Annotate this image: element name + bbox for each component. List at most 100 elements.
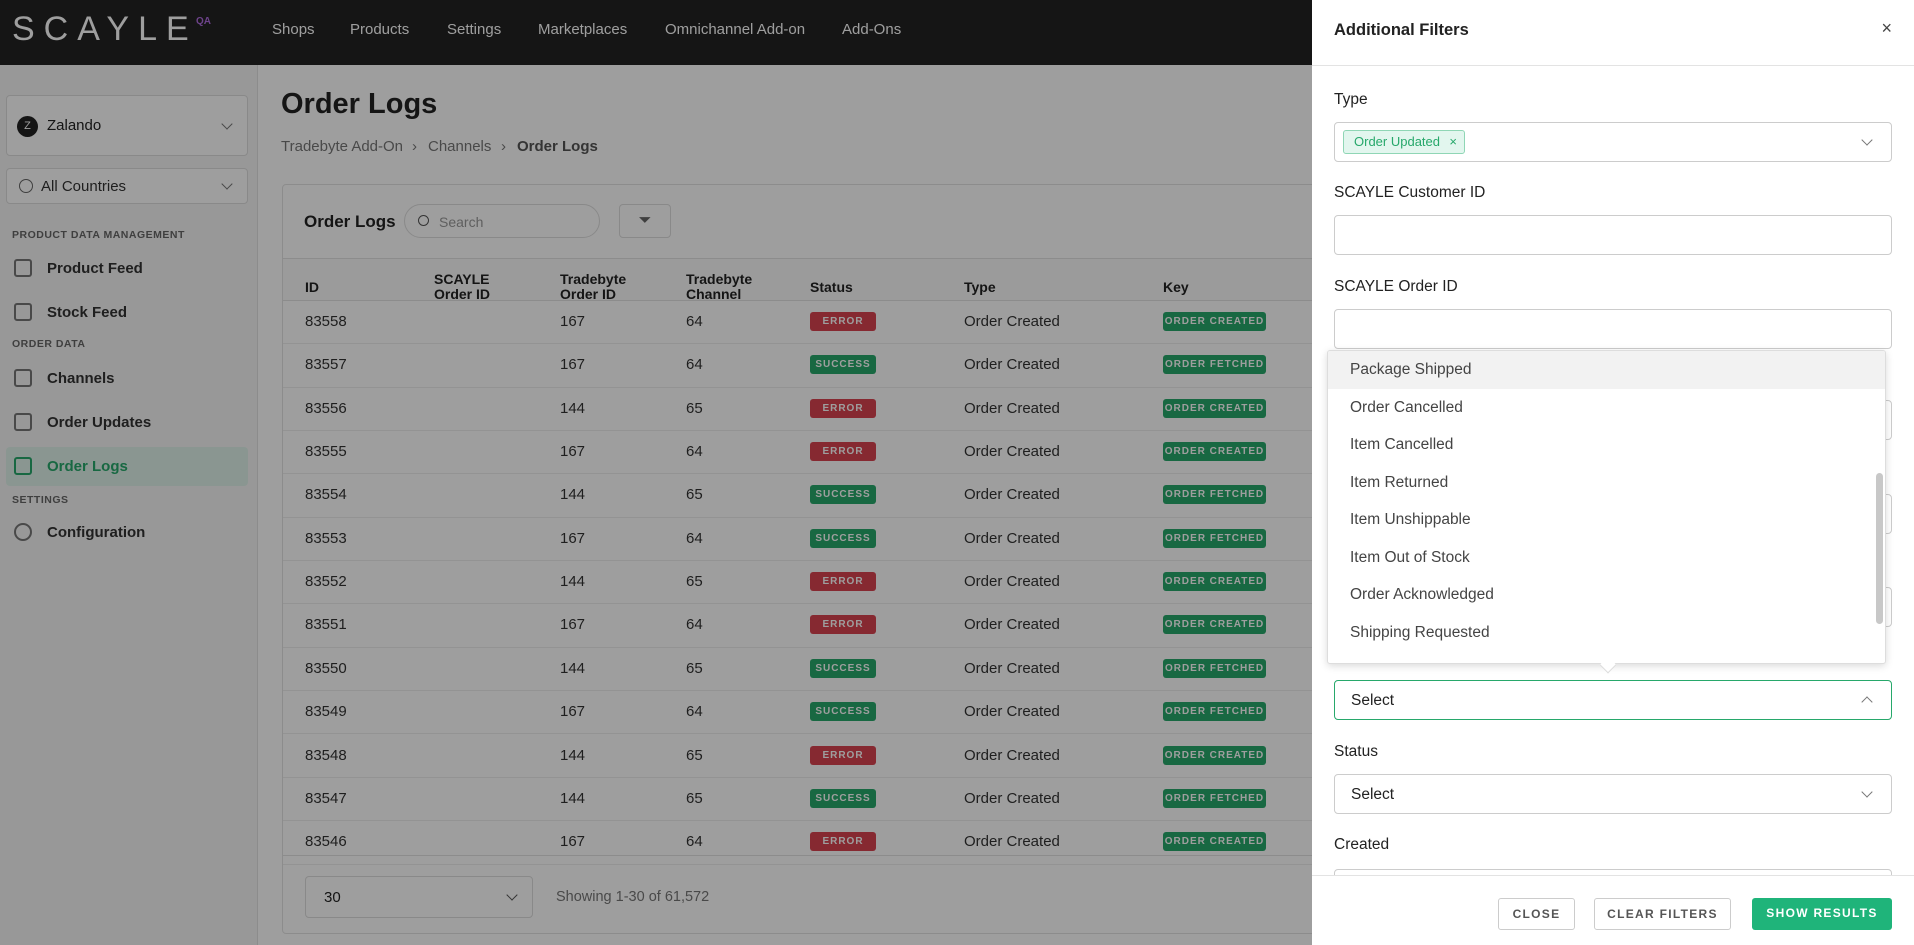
- nav-item[interactable]: Add-Ons: [842, 21, 902, 38]
- key-badge: ORDER FETCHED: [1163, 788, 1266, 808]
- table-row[interactable]: 83549 167 64 SUCCESS Order Created ORDER FETC…: [283, 691, 1683, 735]
- table-row[interactable]: 83550 144 65 SUCCESS Order Created ORDER FETC…: [283, 648, 1683, 692]
- key-badge: ORDER CREATED: [1163, 442, 1266, 462]
- dropdown-option[interactable]: Item Out of Stock: [1350, 548, 1470, 566]
- table-row[interactable]: 83552 144 65 ERROR Order Created ORDER CREATE…: [283, 561, 1683, 605]
- cell-id: 83555: [305, 443, 347, 461]
- cell-id: 83552: [305, 573, 347, 591]
- logo[interactable]: SCAYLE: [12, 10, 198, 48]
- column-header: Key: [1163, 279, 1189, 295]
- filter-button[interactable]: ⏷: [619, 204, 671, 238]
- cell-channel: 65: [686, 746, 703, 764]
- key-badge: ORDER FETCHED: [1163, 528, 1266, 548]
- column-header: Tradebyte Order ID: [560, 271, 627, 302]
- nav-item[interactable]: Omnichannel Add-on: [665, 21, 806, 38]
- per-page-select[interactable]: 30: [305, 876, 533, 918]
- country-name: All Countries: [41, 178, 127, 195]
- icon: [14, 523, 32, 541]
- status-badge: SUCCESS: [810, 788, 876, 808]
- cell-id: 83549: [305, 703, 347, 721]
- customer-id-input[interactable]: [1334, 215, 1892, 255]
- chevron-up: [1861, 696, 1873, 708]
- key-badge: ORDER FETCHED: [1163, 658, 1266, 678]
- table-row[interactable]: 83558 167 64 ERROR Order Created ORDER CREATE…: [283, 301, 1683, 345]
- icon: [14, 259, 32, 277]
- dropdown-option[interactable]: Order Cancelled: [1350, 398, 1463, 416]
- dropdown-option[interactable]: Order Acknowledged: [1350, 586, 1494, 603]
- nav-item[interactable]: Marketplaces: [538, 21, 628, 38]
- table-row[interactable]: 83546 167 64 ERROR Order Created ORDER CREATE…: [283, 821, 1683, 865]
- breadcrumb[interactable]: Channels: [428, 138, 492, 155]
- nav-item[interactable]: Shops: [272, 21, 315, 38]
- nav-item[interactable]: Settings: [447, 21, 502, 38]
- chip-remove[interactable]: ×: [1449, 134, 1457, 149]
- search-box[interactable]: Search: [404, 204, 600, 238]
- breadcrumb-current: Order Logs: [517, 138, 598, 155]
- table-row[interactable]: 83555 167 64 ERROR Order Created ORDER CREATE…: [283, 431, 1683, 475]
- nav-link[interactable]: Stock Feed: [47, 304, 128, 321]
- chip-label: Order Updated: [1354, 134, 1440, 149]
- show-results-button[interactable]: SHOW RESULTS: [1752, 898, 1892, 930]
- table-row[interactable]: 83547 144 65 SUCCESS Order Created ORDER FETC…: [283, 778, 1683, 822]
- breadcrumb[interactable]: Tradebyte Add-On: [281, 138, 404, 155]
- table-row[interactable]: 83553 167 64 SUCCESS Order Created ORDER FETC…: [283, 518, 1683, 562]
- column-header: SCAYLE Order ID: [434, 271, 491, 302]
- nav-link[interactable]: Product Feed: [47, 260, 143, 277]
- status-badge: ERROR: [810, 615, 876, 635]
- status-badge: SUCCESS: [810, 485, 876, 505]
- divider: [1312, 65, 1914, 66]
- chip[interactable]: Order Updated ×: [1343, 130, 1465, 154]
- pagination-summary: Showing 1-30 of 61,572: [556, 889, 710, 905]
- cell-type: Order Created: [964, 616, 1060, 634]
- cell-id: 83551: [305, 616, 347, 634]
- close-icon[interactable]: ×: [1881, 18, 1892, 38]
- nav-link-active[interactable]: Order Logs: [47, 458, 128, 475]
- cell-type: Order Created: [964, 399, 1060, 417]
- search-icon: [418, 215, 429, 226]
- type-multiselect[interactable]: Order Updated ×: [1334, 122, 1892, 162]
- nav-link[interactable]: Channels: [47, 370, 115, 387]
- status-badge: SUCCESS: [810, 355, 876, 375]
- cell-channel: 65: [686, 659, 703, 677]
- clear-filters-button[interactable]: CLEAR FILTERS: [1594, 898, 1731, 930]
- cell-id: 83554: [305, 486, 347, 504]
- divider: [283, 855, 1683, 856]
- table-row[interactable]: 83556 144 65 ERROR Order Created ORDER CREATE…: [283, 388, 1683, 432]
- cell-tradebyte-order-id: 144: [560, 486, 586, 504]
- table-row[interactable]: 83551 167 64 ERROR Order Created ORDER CREATE…: [283, 604, 1683, 648]
- dropdown-option[interactable]: Package Shipped: [1328, 351, 1885, 389]
- cell-channel: 65: [686, 486, 703, 504]
- key-badge: ORDER FETCHED: [1163, 485, 1266, 505]
- cell-tradebyte-order-id: 144: [560, 399, 586, 417]
- globe-icon: [19, 179, 33, 193]
- panel-title: Additional Filters: [1334, 21, 1469, 39]
- nav-link[interactable]: Order Updates: [47, 414, 152, 431]
- close-button[interactable]: CLOSE: [1498, 898, 1575, 930]
- key-select[interactable]: Select: [1334, 680, 1892, 720]
- table-row[interactable]: 83554 144 65 SUCCESS Order Created ORDER FETC…: [283, 474, 1683, 518]
- dropdown-option[interactable]: Item Unshippable: [1350, 511, 1471, 528]
- modal-overlay[interactable]: [0, 0, 1312, 945]
- key-badge: ORDER CREATED: [1163, 398, 1266, 418]
- dropdown-option[interactable]: Shipping Requested: [1350, 623, 1490, 641]
- cell-tradebyte-order-id: 167: [560, 356, 586, 374]
- cell-type: Order Created: [964, 313, 1060, 330]
- country-select[interactable]: All Countries: [6, 168, 248, 204]
- nav-link[interactable]: Configuration: [47, 524, 146, 541]
- status-badge: ERROR: [810, 745, 876, 765]
- cell-type: Order Created: [964, 529, 1060, 547]
- dropdown-option[interactable]: Item Cancelled: [1350, 436, 1454, 453]
- order-id-input[interactable]: [1334, 309, 1892, 349]
- cell-tradebyte-order-id: 167: [560, 833, 586, 851]
- table-row[interactable]: 83557 167 64 SUCCESS Order Created ORDER FETC…: [283, 344, 1683, 388]
- cell-channel: 64: [686, 616, 703, 634]
- status-select[interactable]: Select: [1334, 774, 1892, 814]
- dropdown-option[interactable]: Item Returned: [1350, 473, 1449, 491]
- nav-item[interactable]: Products: [350, 21, 410, 38]
- active-row: [6, 447, 248, 486]
- table-row[interactable]: 83548 144 65 ERROR Order Created ORDER CREATE…: [283, 735, 1683, 778]
- shop-select[interactable]: Z Zalando: [6, 95, 248, 156]
- section-title: PRODUCT DATA MANAGEMENT: [12, 229, 185, 241]
- cell-id: 83558: [305, 313, 347, 330]
